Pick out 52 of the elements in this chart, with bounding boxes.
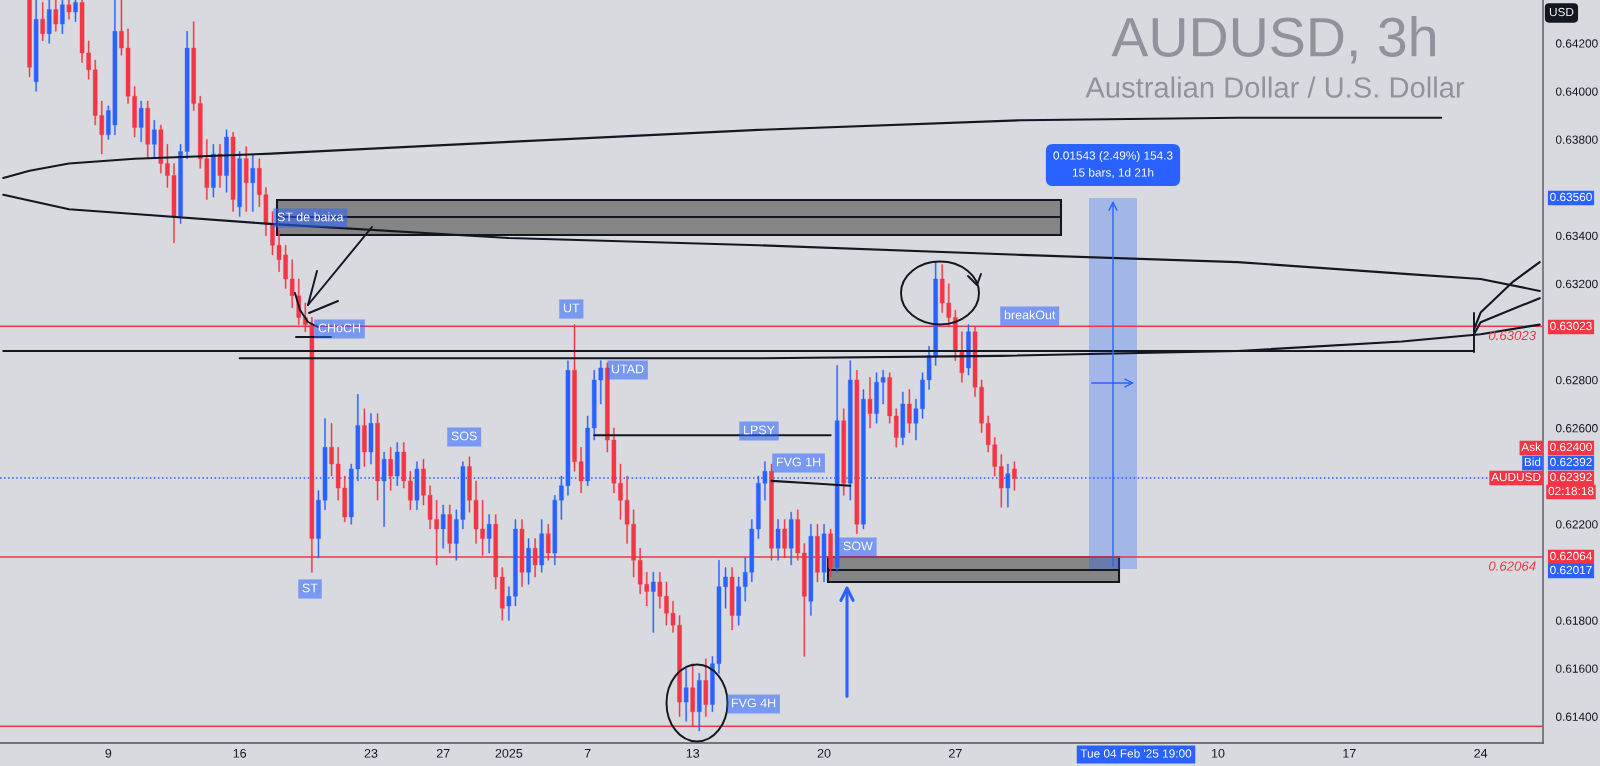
y-tick-label: 0.63800	[1555, 135, 1598, 144]
y-tick-label: 0.61600	[1555, 664, 1598, 673]
ref-line-label: 0.63023	[1488, 330, 1536, 341]
x-tick-label: 23	[364, 748, 378, 758]
annotation: ST de baixa	[277, 212, 344, 222]
text: Tue 04 Feb '25 19:00	[1080, 749, 1192, 758]
text: 0.62017	[1550, 565, 1592, 575]
annotation: CHoCH	[318, 323, 361, 333]
y-tick-label: 0.62200	[1555, 520, 1598, 529]
x-tick-label: 27	[949, 748, 962, 758]
y-tick-label: 0.63200	[1555, 279, 1598, 289]
annotation: SOW	[843, 541, 873, 551]
x-tick-label: 24	[1474, 748, 1488, 758]
annotation: UT	[563, 303, 580, 313]
annotation: Ask	[1521, 442, 1542, 452]
text: 0.63560	[1550, 192, 1592, 202]
annotation: FVG 1H	[777, 457, 821, 467]
annotation: breakOut	[1004, 310, 1056, 320]
annotation: LPSY	[744, 425, 775, 435]
y-tick-label: 0.62800	[1555, 375, 1598, 385]
y-tick-label: 0.64000	[1555, 87, 1598, 96]
x-tick-label: 27	[436, 748, 450, 758]
y-tick-label: 0.63400	[1555, 231, 1598, 241]
text: 0.62392	[1550, 472, 1592, 482]
y-tick-label: 0.61400	[1555, 712, 1598, 721]
x-tick-label: 7	[584, 749, 591, 758]
x-tick-label: 13	[686, 748, 700, 758]
text: Australian Dollar / U.S. Dollar	[1085, 76, 1465, 98]
ref-line-label: 0.62064	[1488, 561, 1536, 571]
annotation: FVG 4H	[732, 698, 776, 708]
annotation: 0.01543 (2.49%) 154.3 15 bars, 1d 21h	[1053, 151, 1173, 179]
x-tick-label: 10	[1211, 748, 1225, 758]
y-axis-title: USD	[1549, 7, 1574, 17]
text: 0.62064	[1550, 551, 1592, 561]
annotation: ST	[302, 583, 318, 593]
annotation: SOS	[451, 431, 477, 441]
text: 0.62392	[1550, 457, 1592, 467]
annotation: UTAD	[611, 364, 644, 374]
annotation: Bid	[1524, 457, 1541, 467]
x-tick-label: 20	[817, 748, 831, 758]
text: 02:18:18	[1548, 486, 1594, 496]
x-tick-label: 16	[233, 748, 247, 758]
chart-title: AUDUSD, 3h	[1111, 16, 1436, 64]
text: 0.62400	[1550, 442, 1592, 452]
y-tick-label: 0.61800	[1555, 616, 1598, 625]
x-tick-label: 9	[105, 748, 112, 758]
annotation: AUDUSD	[1491, 472, 1541, 482]
x-tick-label: 2025	[495, 748, 523, 758]
y-tick-label: 0.64200	[1555, 39, 1598, 48]
text: 0.63023	[1550, 321, 1592, 331]
y-tick-label: 0.62600	[1555, 424, 1598, 433]
x-tick-label: 17	[1343, 749, 1356, 758]
